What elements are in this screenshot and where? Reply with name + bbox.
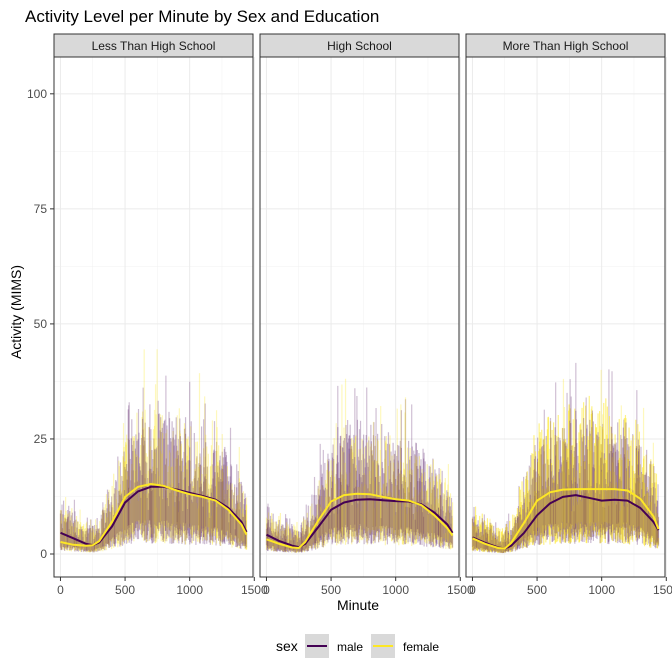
y-tick-label: 0	[40, 547, 47, 561]
x-tick-label: 500	[527, 583, 547, 597]
y-axis-title: Activity (MIMS)	[8, 265, 24, 359]
facet-strip-label: More Than High School	[503, 39, 629, 53]
panel-background	[260, 57, 459, 577]
facet-strip	[465, 33, 666, 58]
chart-title: Activity Level per Minute by Sex and Edu…	[25, 7, 379, 26]
x-tick-label: 1000	[176, 583, 203, 597]
y-tick-label: 50	[34, 317, 48, 331]
series-line-male	[266, 498, 454, 549]
legend-key-female	[371, 634, 395, 658]
x-tick-label: 0	[469, 583, 476, 597]
series-line-female	[266, 492, 454, 549]
facet-strip-label: Less Than High School	[92, 39, 216, 53]
x-tick-label: 1500	[447, 583, 474, 597]
series-line-female	[60, 483, 248, 547]
x-tick-label: 500	[321, 583, 341, 597]
y-tick-label: 25	[34, 432, 48, 446]
x-tick-label: 1500	[653, 583, 672, 597]
y-tick-label: 100	[27, 87, 47, 101]
x-tick-label: 1000	[588, 583, 615, 597]
facet-panel: High School	[259, 33, 461, 578]
x-tick-label: 0	[263, 583, 270, 597]
facet-panel: More Than High School	[465, 33, 667, 578]
facet-panel: Less Than High School	[53, 33, 255, 578]
legend: sex male female	[276, 634, 439, 658]
legend-title: sex	[276, 638, 298, 654]
facets: Less Than High School High School More Tha…	[53, 33, 667, 578]
x-tick-label: 500	[115, 583, 135, 597]
x-axis-ticks: 050010001500050010001500050010001500	[57, 577, 672, 597]
x-tick-label: 0	[57, 583, 64, 597]
raw-activity-band	[265, 378, 454, 553]
x-tick-label: 1500	[241, 583, 268, 597]
panel-background	[54, 57, 253, 577]
y-tick-label: 75	[34, 202, 48, 216]
x-axis-title: Minute	[337, 597, 379, 613]
raw-activity-band	[471, 362, 660, 554]
raw-activity-band	[59, 349, 248, 553]
y-axis-ticks: 0 25 50 75 100	[27, 87, 54, 561]
series-line-female	[472, 488, 660, 550]
legend-label-male: male	[337, 640, 363, 654]
facet-strip-label: High School	[327, 39, 392, 53]
x-tick-label: 1000	[382, 583, 409, 597]
legend-key-male	[305, 634, 329, 658]
legend-label-female: female	[403, 640, 439, 654]
facet-strip	[259, 33, 460, 58]
facet-strip	[53, 33, 254, 58]
